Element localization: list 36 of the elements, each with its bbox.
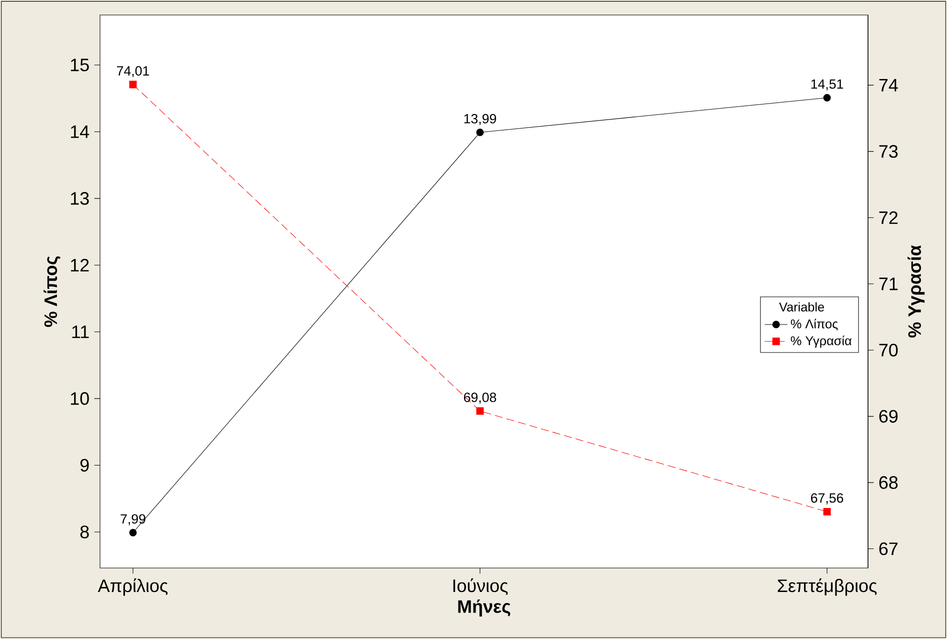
x-tick-label: Ιούνιος: [453, 578, 508, 596]
y-tick-label: 8: [80, 526, 89, 538]
data-label: 67,56: [811, 493, 844, 504]
data-label: 74,01: [116, 66, 150, 78]
y2-tick-label: 73: [879, 145, 898, 158]
y2-tick-label: 68: [879, 476, 898, 489]
y-tick-label: 10: [70, 392, 89, 405]
y-tick-label: 12: [70, 258, 89, 272]
y-tick-label: 13: [70, 192, 89, 205]
y2-tick-label: 69: [879, 410, 898, 423]
point: [476, 407, 484, 415]
point: [823, 94, 831, 102]
x-tick-label: Σεπτέμβριος: [778, 578, 877, 596]
y-tick-label: 14: [70, 126, 90, 138]
point: [129, 80, 137, 88]
y-tick-label: 11: [72, 326, 89, 338]
y2-tick-label: 74: [879, 79, 898, 92]
legend-label: % Λίπος: [790, 318, 838, 330]
y2-tick-label: 70: [879, 344, 898, 356]
y-tick-label: 15: [70, 58, 89, 72]
legend-label: % Υγρασία: [790, 336, 852, 348]
data-label: 69,08: [464, 392, 496, 404]
y2-axis-title: % Υγρασία: [908, 245, 925, 338]
legend-title: Variable: [779, 302, 824, 312]
y2-tick-label: 71: [879, 278, 898, 290]
point: [823, 508, 831, 516]
y-tick-label: 9: [80, 458, 89, 472]
x-axis-title: Μήνες: [458, 600, 510, 616]
y2-tick-label: 72: [879, 211, 898, 224]
x-tick-label: Απρίλιος: [98, 578, 168, 596]
data-label: 14,51: [811, 79, 844, 90]
data-label: 13,99: [464, 114, 496, 126]
y2-tick-label: 67: [879, 542, 898, 556]
point: [476, 128, 484, 136]
point: [129, 528, 137, 536]
y-axis-title: % Λίπος: [44, 256, 60, 327]
